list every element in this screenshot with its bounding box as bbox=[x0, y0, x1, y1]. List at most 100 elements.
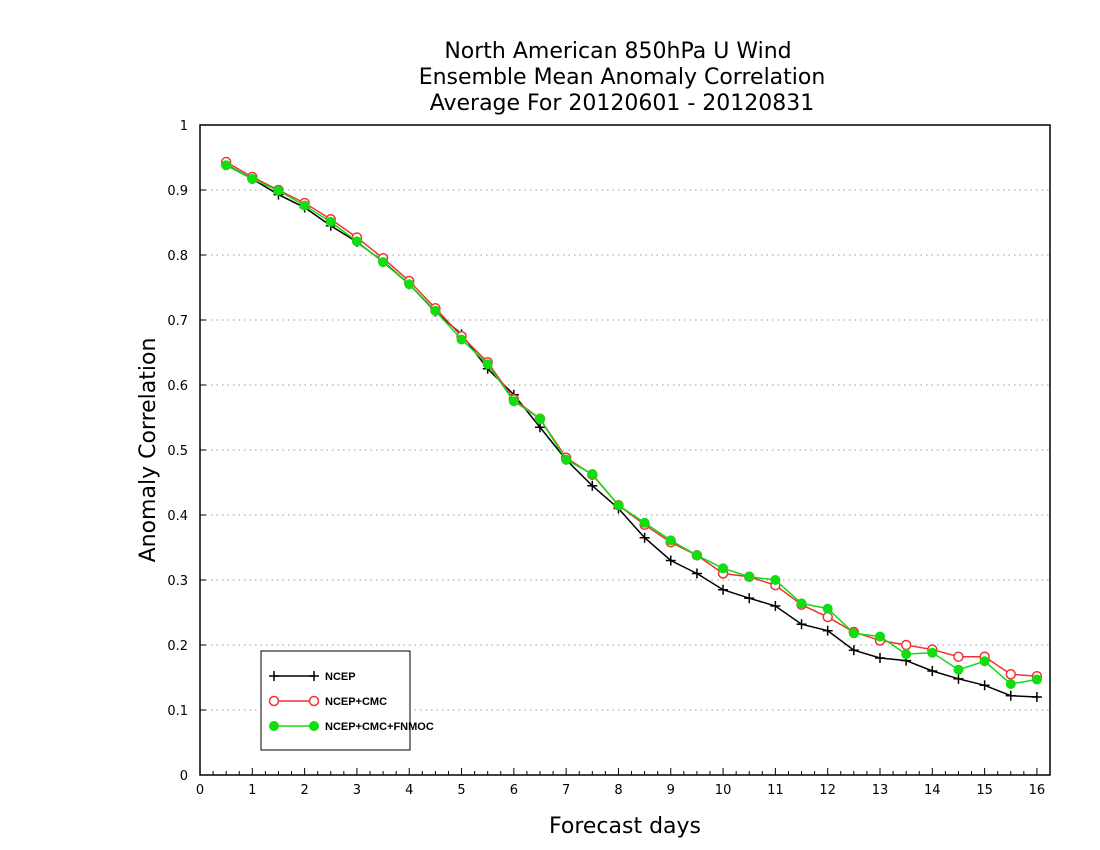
x-tick-label: 7 bbox=[562, 783, 570, 798]
y-tick-label: 0.4 bbox=[167, 509, 188, 524]
data-point bbox=[927, 666, 938, 676]
data-point bbox=[587, 480, 598, 491]
legend-label: NCEP+CMC+FNMOC bbox=[325, 721, 434, 733]
data-point bbox=[1031, 674, 1042, 685]
x-tick-label: 13 bbox=[872, 783, 889, 798]
x-tick-label: 6 bbox=[510, 783, 518, 798]
data-point bbox=[770, 601, 781, 611]
x-tick-label: 16 bbox=[1029, 783, 1046, 798]
x-tick-label: 15 bbox=[976, 783, 993, 798]
data-point bbox=[770, 575, 781, 585]
legend-entry: NCEP+CMC bbox=[268, 695, 387, 708]
series-line bbox=[225, 161, 1037, 677]
data-point bbox=[535, 413, 545, 424]
series-line bbox=[225, 164, 1038, 685]
data-point bbox=[848, 645, 859, 656]
x-tick-label: 10 bbox=[715, 783, 732, 798]
gridlines bbox=[200, 189, 1050, 711]
x-tick-label: 11 bbox=[767, 783, 784, 798]
data-point bbox=[665, 555, 676, 566]
data-point bbox=[456, 334, 467, 345]
y-tick-label: 0.7 bbox=[167, 314, 188, 329]
data-point bbox=[822, 611, 833, 623]
x-tick-label: 3 bbox=[353, 783, 361, 798]
data-point bbox=[299, 200, 310, 211]
data-point bbox=[665, 535, 676, 546]
y-tick-label: 0.1 bbox=[167, 704, 188, 719]
y-axis: 0 0.1 0.2 0.3 0.4 0.5 0.6 0.7 0.8 0.9 1 bbox=[167, 119, 206, 784]
series-layer bbox=[220, 156, 1043, 702]
data-point bbox=[1005, 669, 1017, 680]
data-point bbox=[718, 563, 729, 574]
data-point bbox=[979, 656, 990, 667]
data-point bbox=[508, 396, 519, 407]
x-tick-label: 0 bbox=[196, 783, 204, 798]
data-point bbox=[639, 517, 650, 528]
chart-title: North American 850hPa U Wind Ensemble Me… bbox=[419, 39, 826, 116]
data-point bbox=[1031, 692, 1042, 702]
data-point bbox=[639, 532, 650, 543]
legend-label: NCEP+CMC bbox=[325, 696, 387, 708]
data-point bbox=[613, 500, 624, 511]
y-tick-label: 0.3 bbox=[167, 574, 188, 589]
data-point bbox=[901, 649, 912, 660]
legend-marker bbox=[309, 671, 319, 681]
series-ncep bbox=[221, 159, 1042, 702]
x-tick-label: 1 bbox=[248, 783, 256, 798]
data-point bbox=[718, 584, 729, 595]
data-point bbox=[796, 598, 807, 609]
data-point bbox=[378, 257, 389, 268]
data-point bbox=[404, 279, 415, 290]
data-point bbox=[587, 469, 598, 480]
y-tick-label: 1 bbox=[180, 119, 188, 134]
legend-entry: NCEP+CMC+FNMOC bbox=[269, 721, 434, 733]
legend-marker bbox=[269, 671, 279, 681]
data-point bbox=[430, 305, 441, 316]
data-point bbox=[953, 664, 964, 675]
data-point bbox=[691, 550, 702, 561]
data-point bbox=[561, 454, 572, 465]
x-tick-label: 5 bbox=[457, 783, 465, 798]
x-axis-title: Forecast days bbox=[549, 814, 701, 839]
x-tick-label: 4 bbox=[405, 783, 413, 798]
y-tick-label: 0 bbox=[180, 769, 188, 784]
data-point bbox=[351, 236, 362, 247]
title-line-2: Ensemble Mean Anomaly Correlation bbox=[419, 65, 826, 90]
data-point bbox=[273, 185, 284, 196]
title-line-1: North American 850hPa U Wind bbox=[444, 39, 791, 64]
data-point bbox=[875, 653, 885, 663]
data-point bbox=[744, 593, 755, 604]
y-tick-label: 0.5 bbox=[167, 444, 188, 459]
data-point bbox=[953, 673, 964, 684]
legend-label: NCEP bbox=[325, 671, 356, 683]
legend-marker bbox=[268, 695, 280, 707]
legend: NCEP NCEP+CMC NCEP+CMC+FNMOC bbox=[260, 650, 434, 751]
y-tick-label: 0.9 bbox=[167, 184, 188, 199]
x-tick-label: 8 bbox=[614, 783, 622, 798]
data-point bbox=[953, 651, 964, 662]
data-point bbox=[822, 625, 833, 636]
x-tick-label: 12 bbox=[819, 783, 836, 798]
data-point bbox=[1005, 679, 1016, 689]
data-point bbox=[848, 628, 859, 639]
data-point bbox=[1005, 690, 1016, 701]
data-point bbox=[822, 603, 833, 614]
legend-marker bbox=[309, 721, 319, 731]
data-point bbox=[325, 216, 336, 227]
y-axis-title: Anomaly Correlation bbox=[136, 338, 161, 563]
series-ncep-cmc-fnmoc bbox=[221, 160, 1042, 689]
legend-marker bbox=[308, 695, 320, 707]
y-tick-label: 0.6 bbox=[167, 379, 188, 394]
data-point bbox=[247, 173, 258, 184]
data-point bbox=[875, 631, 885, 642]
data-point bbox=[927, 647, 938, 658]
x-tick-label: 14 bbox=[924, 783, 941, 798]
data-point bbox=[979, 680, 990, 691]
legend-marker bbox=[269, 721, 279, 731]
data-point bbox=[482, 359, 493, 370]
title-line-3: Average For 20120601 - 20120831 bbox=[430, 91, 815, 116]
data-point bbox=[691, 568, 702, 579]
data-point bbox=[221, 160, 232, 171]
data-point bbox=[744, 571, 755, 582]
